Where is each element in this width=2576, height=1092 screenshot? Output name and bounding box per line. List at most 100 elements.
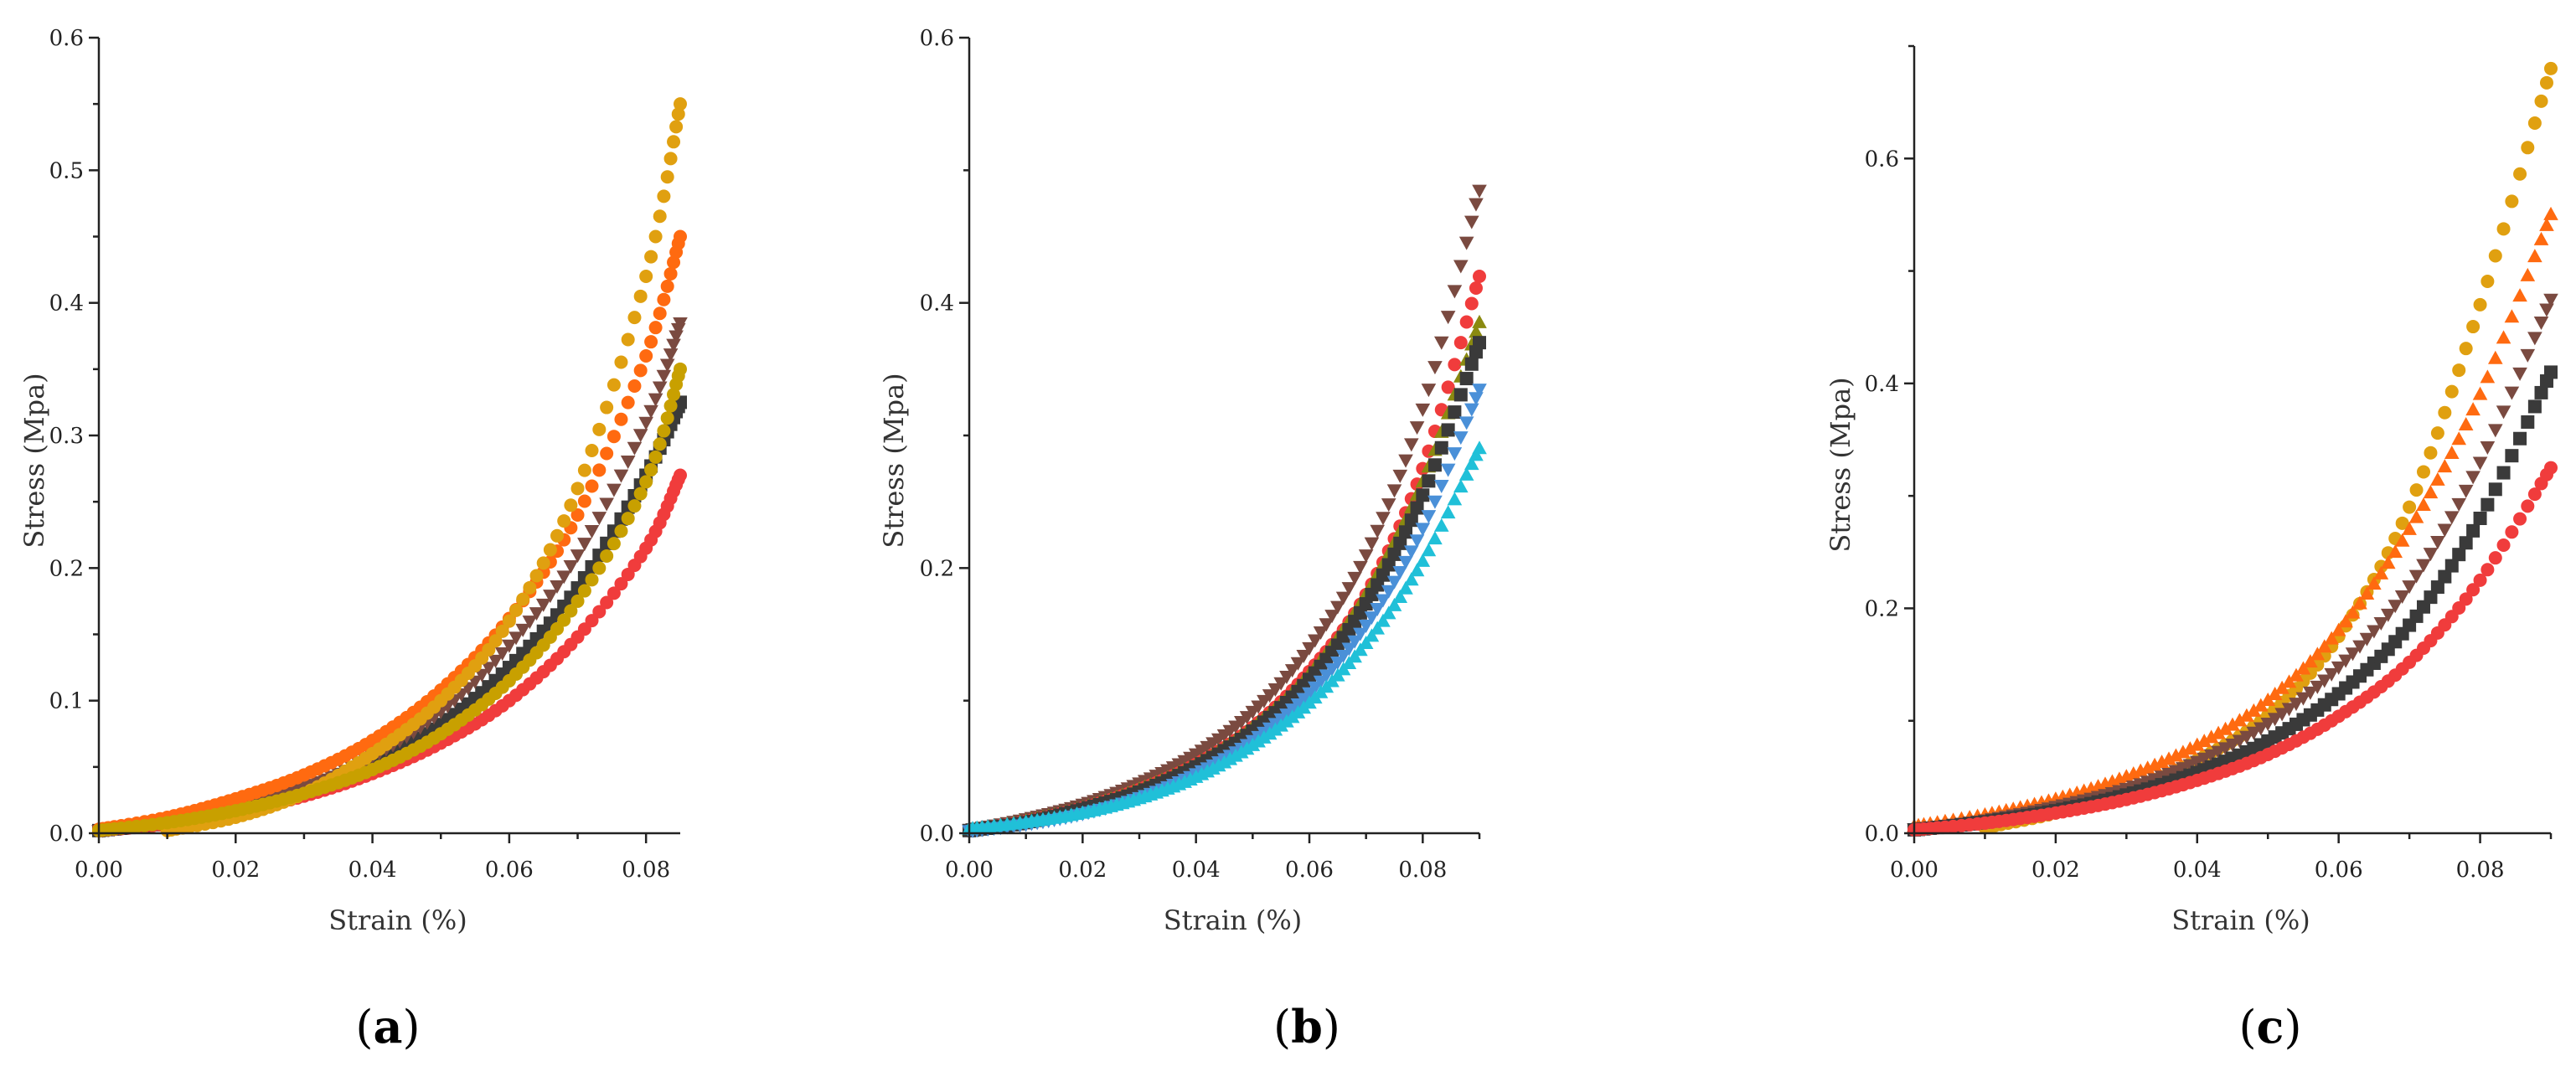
data-point [536,556,550,570]
data-point [2520,348,2536,363]
data-point [1324,610,1340,624]
data-point [2533,316,2549,330]
data-point [502,614,516,628]
data-point [2232,713,2248,727]
data-point [621,512,635,526]
data-point [2438,569,2452,584]
y-tick-label: 0.0 [49,822,84,847]
data-point [621,332,635,347]
data-point [653,306,667,321]
data-point [2527,249,2542,263]
data-point [2527,399,2542,414]
data-point [1453,260,1469,274]
data-point [667,135,681,149]
data-point [564,498,578,513]
data-point [644,335,658,349]
data-point [577,463,591,477]
data-point [2331,622,2346,636]
data-point [648,393,663,407]
data-point [585,443,599,457]
data-point [1453,479,1469,493]
x-tick-label: 0.06 [485,858,534,883]
data-point [607,483,622,497]
series-5 [962,440,1487,835]
data-point [627,499,642,513]
data-point [648,229,663,244]
data-point [1358,635,1374,649]
data-point [600,595,614,610]
data-point [2176,744,2191,759]
data-point [1341,582,1357,596]
data-point [2466,320,2480,334]
data-point [2452,548,2466,562]
data-point [2480,563,2495,577]
data-point [2488,551,2502,565]
data-point [584,525,600,539]
data-point [1370,621,1385,635]
data-point [2303,654,2318,668]
data-point [648,321,663,335]
data-point [600,446,614,461]
data-point [1440,311,1456,325]
data-point [2310,646,2326,661]
data-point [2480,369,2496,384]
data-point [1404,572,1419,586]
data-point [1440,463,1456,477]
data-point [644,463,658,477]
data-point [657,424,671,438]
data-point [2424,590,2438,605]
data-point [1447,447,1463,461]
data-point [570,482,585,496]
panel-label: (c) [2238,1000,2301,1053]
data-point [488,654,503,668]
data-point [2260,718,2276,731]
data-point [1376,594,1391,608]
data-point [1376,568,1390,582]
data-point [600,549,614,563]
data-point [2544,365,2558,379]
data-point [1415,403,1431,417]
data-point [2289,698,2304,712]
data-point [2466,523,2480,538]
data-point [1453,388,1468,402]
data-point [592,422,607,436]
data-point [1409,421,1425,435]
data-point [1358,549,1374,564]
data-point [2324,667,2340,682]
x-tick-label: 0.00 [75,858,123,883]
data-point [2473,297,2487,312]
y-axis-title: Stress (Mpa) [18,373,50,548]
data-point [600,400,614,415]
data-point [2295,661,2311,675]
data-point [2203,729,2219,744]
data-point [1453,431,1469,446]
data-point [563,560,579,574]
data-point [2217,721,2233,735]
data-point [674,229,687,244]
data-point [1469,324,1484,338]
data-point [1279,671,1294,685]
data-point [1353,642,1368,657]
data-point [639,475,653,489]
data-point [2496,330,2511,344]
x-axis-title: Strain (%) [2171,904,2310,936]
data-point [495,624,509,638]
data-point [1370,524,1385,538]
data-point [2459,592,2473,606]
data-point [2394,533,2410,547]
data-point [2465,471,2480,485]
data-point [577,494,591,508]
data-point [2380,608,2396,622]
data-point [1433,518,1449,532]
data-point [614,355,628,369]
data-point [639,349,653,363]
data-point [488,634,503,648]
data-point [1398,454,1413,468]
data-point [2189,737,2205,751]
data-point [585,573,599,587]
data-point [1386,484,1402,498]
data-point [667,255,681,270]
data-point [674,97,687,111]
data-point [607,537,621,551]
